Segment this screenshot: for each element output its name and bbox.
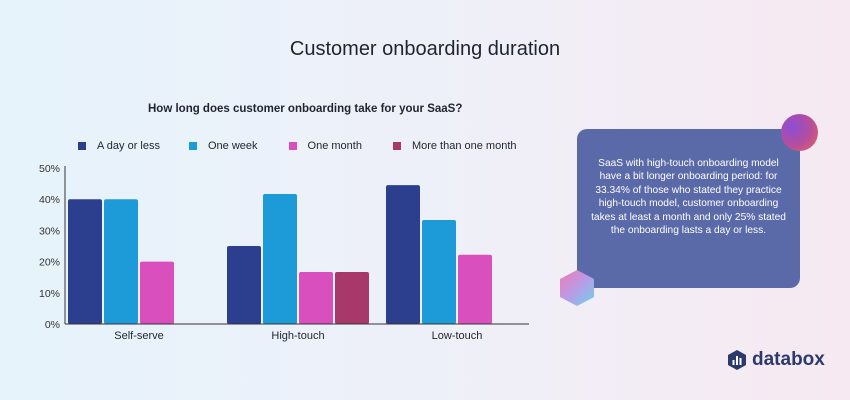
- bar: [458, 254, 492, 324]
- page-title: Customer onboarding duration: [289, 38, 561, 60]
- chart-legend: A day or less One week One month More th…: [78, 139, 517, 153]
- legend-label: One week: [207, 140, 258, 152]
- legend-swatch: [188, 142, 197, 150]
- bar: [140, 261, 174, 324]
- y-tick-label: 30%: [39, 225, 60, 237]
- insight-text: SaaS with high-touch onboarding model ha…: [591, 158, 786, 237]
- insight-card: SaaS with high-touch onboarding model ha…: [577, 129, 800, 288]
- x-tick-label: Self-serve: [114, 330, 164, 342]
- bar: [104, 199, 138, 324]
- legend-item-more-than-one-month: More than one month: [392, 140, 517, 152]
- legend-swatch: [392, 142, 401, 150]
- legend-item-one-week: One week: [188, 140, 258, 152]
- x-tick-label: Low-touch: [432, 330, 483, 342]
- decorative-orb-icon: [781, 114, 818, 151]
- chart-title: How long does customer onboarding take f…: [148, 103, 463, 115]
- bar: [227, 246, 261, 324]
- brand-logo: databox: [727, 349, 825, 371]
- legend-swatch: [288, 142, 297, 150]
- legend-swatch: [78, 142, 86, 150]
- x-tick-label: High-touch: [271, 330, 324, 342]
- bar: [68, 199, 102, 324]
- y-tick-label: 20%: [39, 257, 60, 269]
- bar: [263, 193, 297, 324]
- y-tick-label: 50%: [39, 163, 60, 175]
- bar: [386, 185, 420, 324]
- decorative-hexagon-icon: [560, 270, 594, 306]
- legend-label: More than one month: [411, 140, 517, 152]
- y-tick-label: 10%: [39, 288, 60, 300]
- legend-label: A day or less: [97, 140, 160, 152]
- legend-label: One month: [307, 140, 362, 152]
- bar: [422, 220, 456, 324]
- bar: [299, 271, 333, 324]
- bar: [335, 271, 369, 324]
- legend-item-one-month: One month: [288, 140, 362, 152]
- databox-logo-icon: [728, 350, 746, 370]
- y-tick-label: 40%: [39, 194, 60, 206]
- y-tick-label: 0%: [45, 319, 60, 331]
- brand-name: databox: [752, 349, 825, 370]
- legend-item-a-day-or-less: A day or less: [78, 140, 160, 152]
